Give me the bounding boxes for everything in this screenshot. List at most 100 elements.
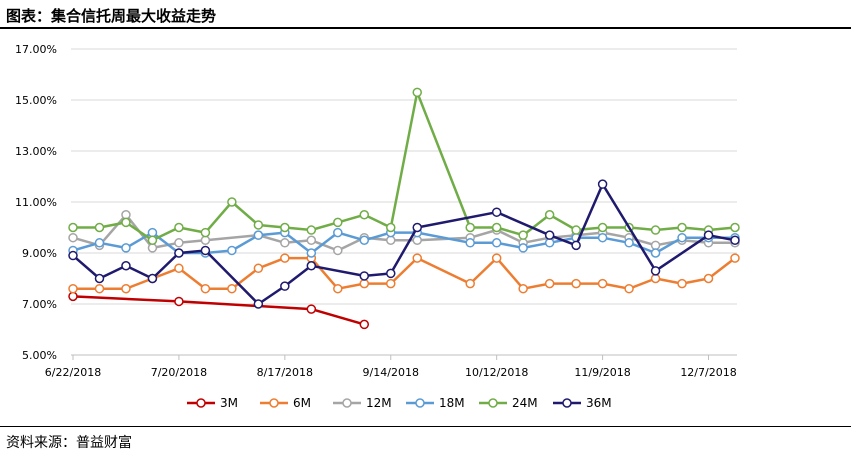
axes [71, 354, 737, 360]
series-36M [68, 179, 740, 309]
data-point [227, 245, 237, 256]
data-point [94, 222, 105, 233]
data-point [412, 235, 422, 245]
source-note: 资料来源：普益财富 [6, 435, 132, 451]
legend-item-3M: 3M [187, 396, 238, 410]
chart-title: 图表：集合信托周最大收益走势 [6, 7, 217, 25]
data-point [200, 283, 211, 294]
series-lines [68, 87, 740, 330]
data-point [491, 238, 502, 248]
data-point [491, 253, 502, 263]
data-point [333, 283, 343, 294]
data-point [491, 207, 502, 217]
legend-label: 36M [586, 396, 612, 410]
data-point [147, 243, 158, 253]
data-point [121, 243, 131, 253]
series-18M [68, 227, 740, 258]
data-point [597, 222, 608, 233]
data-point [677, 278, 687, 289]
data-point [386, 278, 396, 289]
data-point [147, 235, 158, 245]
data-point [703, 273, 714, 284]
y-tick-label: 17.00% [15, 43, 57, 56]
legend-label: 3M [220, 396, 238, 410]
data-point [412, 253, 422, 263]
y-tick-label: 11.00% [15, 196, 57, 209]
data-point [491, 222, 502, 233]
series-line [73, 91, 736, 242]
data-point [518, 243, 528, 253]
grid-lines [71, 48, 737, 305]
data-point [544, 230, 555, 240]
data-point [677, 222, 687, 233]
data-point [174, 222, 184, 233]
series-3M [68, 291, 370, 330]
data-point [412, 222, 422, 233]
data-point [386, 235, 396, 245]
x-tick-label: 8/17/2018 [257, 366, 313, 379]
data-point [386, 222, 396, 233]
data-point [650, 225, 661, 235]
series-6M [68, 253, 740, 294]
data-point [174, 263, 184, 274]
data-point [650, 266, 661, 276]
data-point [624, 283, 634, 294]
data-point [412, 87, 422, 98]
x-tick-label: 11/9/2018 [574, 366, 630, 379]
data-point [359, 210, 370, 220]
y-tick-label: 15.00% [15, 94, 57, 107]
data-point [306, 248, 317, 258]
data-point [597, 278, 608, 289]
y-tick-label: 13.00% [15, 145, 57, 158]
title-divider [0, 27, 851, 29]
data-point [306, 225, 317, 235]
data-point [571, 225, 581, 235]
data-point [386, 268, 396, 279]
data-point [359, 235, 370, 245]
data-point [174, 238, 184, 248]
y-tick-label: 5.00% [22, 349, 57, 362]
data-point [280, 253, 290, 263]
data-point [730, 253, 740, 263]
data-point [121, 210, 131, 220]
data-point [333, 245, 343, 256]
data-point [121, 283, 131, 294]
data-point [650, 273, 661, 284]
data-point [121, 261, 131, 271]
data-point [94, 273, 105, 284]
line-chart: 5.00%7.00%9.00%11.00%13.00%15.00%17.00% … [15, 43, 740, 410]
data-point [703, 230, 714, 240]
x-tick-label: 9/14/2018 [363, 366, 419, 379]
data-point [200, 227, 211, 238]
x-axis-ticks: 6/22/2018 7/20/2018 8/17/2018 9/14/2018 10/1… [45, 366, 737, 379]
legend-item-24M: 24M [479, 396, 538, 410]
data-point [94, 238, 105, 248]
data-point [68, 283, 78, 294]
data-point [68, 222, 78, 233]
data-point [174, 248, 184, 258]
data-point [174, 296, 184, 307]
data-point [306, 304, 317, 314]
data-point [306, 261, 317, 271]
data-point [597, 179, 608, 189]
data-point [359, 278, 370, 289]
legend-label: 24M [512, 396, 538, 410]
legend-swatch-marker [196, 398, 206, 408]
data-point [571, 278, 581, 289]
data-point [650, 240, 661, 251]
data-point [200, 245, 211, 256]
series-line [72, 295, 365, 326]
y-axis-ticks: 5.00% 7.00% 9.00% 11.00% 13.00% 15.00% 17.00% [15, 43, 57, 362]
data-point [465, 238, 475, 248]
x-tick-label: 6/22/2018 [45, 366, 101, 379]
data-point [147, 273, 158, 284]
data-point [730, 222, 740, 233]
legend-item-12M: 12M [333, 396, 392, 410]
legend-label: 18M [439, 396, 465, 410]
data-point [253, 299, 264, 309]
y-tick-label: 9.00% [22, 247, 57, 260]
data-point [68, 232, 78, 243]
data-point [68, 250, 78, 261]
data-point [677, 232, 687, 243]
data-point [333, 227, 343, 238]
